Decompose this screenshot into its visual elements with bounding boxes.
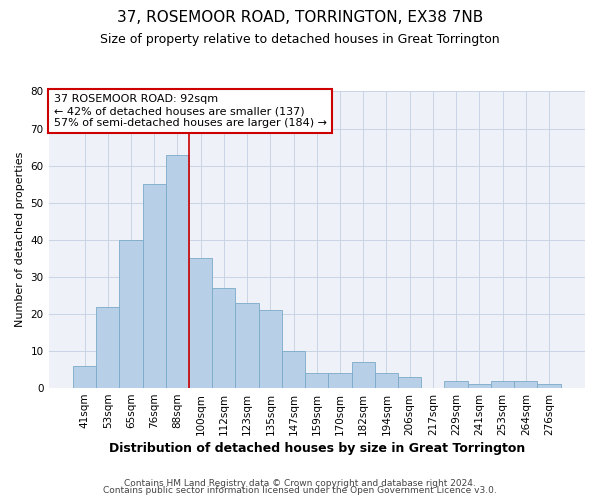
Bar [468, 384, 491, 388]
Text: 37, ROSEMOOR ROAD, TORRINGTON, EX38 7NB: 37, ROSEMOOR ROAD, TORRINGTON, EX38 7NB [117, 10, 483, 25]
Bar [352, 362, 375, 388]
Bar [491, 380, 514, 388]
Bar [166, 154, 189, 388]
Bar [514, 380, 538, 388]
Bar [305, 373, 328, 388]
Bar [143, 184, 166, 388]
Bar [328, 373, 352, 388]
X-axis label: Distribution of detached houses by size in Great Torrington: Distribution of detached houses by size … [109, 442, 525, 455]
Y-axis label: Number of detached properties: Number of detached properties [15, 152, 25, 328]
Bar [282, 351, 305, 388]
Text: 37 ROSEMOOR ROAD: 92sqm
← 42% of detached houses are smaller (137)
57% of semi-d: 37 ROSEMOOR ROAD: 92sqm ← 42% of detache… [54, 94, 327, 128]
Bar [235, 303, 259, 388]
Bar [398, 377, 421, 388]
Bar [96, 306, 119, 388]
Bar [212, 288, 235, 388]
Bar [375, 373, 398, 388]
Bar [445, 380, 468, 388]
Text: Size of property relative to detached houses in Great Torrington: Size of property relative to detached ho… [100, 32, 500, 46]
Bar [73, 366, 96, 388]
Text: Contains HM Land Registry data © Crown copyright and database right 2024.: Contains HM Land Registry data © Crown c… [124, 478, 476, 488]
Text: Contains public sector information licensed under the Open Government Licence v3: Contains public sector information licen… [103, 486, 497, 495]
Bar [189, 258, 212, 388]
Bar [259, 310, 282, 388]
Bar [119, 240, 143, 388]
Bar [538, 384, 560, 388]
